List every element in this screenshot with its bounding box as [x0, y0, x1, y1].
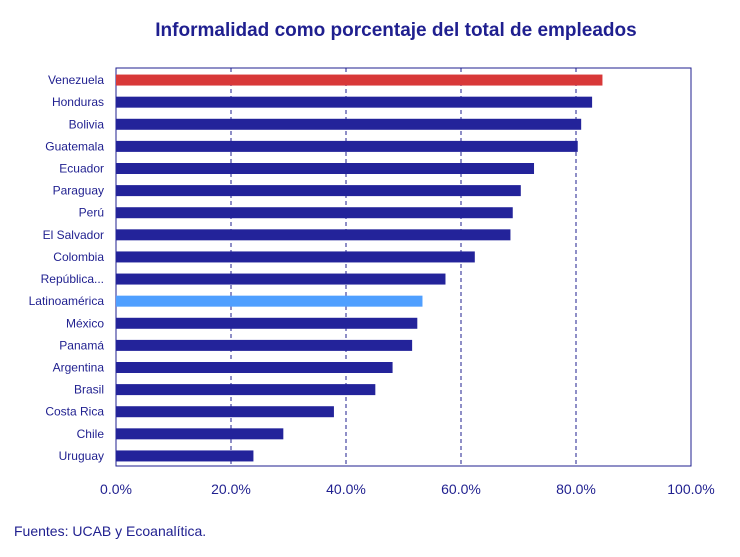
category-label: Brasil	[74, 383, 104, 397]
category-label: Latinoamérica	[29, 294, 105, 308]
bar	[116, 207, 513, 219]
bar	[116, 317, 418, 329]
bar	[116, 74, 603, 86]
bar	[116, 118, 582, 130]
bar	[116, 362, 393, 373]
bar-chart: Venezuela Honduras Bolivia Guatemala Ecuador…	[29, 67, 715, 497]
category-label: El Salvador	[43, 228, 104, 242]
x-tick-label: 80.0%	[556, 481, 596, 497]
category-labels: Venezuela Honduras Bolivia Guatemala Ecuador…	[29, 73, 105, 463]
category-label: República...	[41, 272, 104, 286]
source-note: Fuentes: UCAB y Ecoanalítica.	[14, 523, 207, 539]
x-tick-label: 0.0%	[100, 481, 132, 497]
x-tick-label: 100.0%	[667, 481, 714, 497]
category-label: Guatemala	[45, 139, 104, 153]
category-label: México	[66, 316, 104, 330]
x-tick-label: 60.0%	[441, 481, 481, 497]
gridlines	[230, 68, 577, 466]
bar	[116, 450, 254, 462]
category-label: Argentina	[53, 361, 105, 375]
bar	[116, 384, 376, 396]
category-label: Uruguay	[59, 449, 104, 463]
bar	[116, 96, 593, 108]
bar	[116, 163, 535, 174]
category-label: Ecuador	[59, 162, 104, 176]
chart-title: Informalidad como porcentaje del total d…	[155, 20, 637, 41]
category-label: Colombia	[53, 250, 104, 264]
bar	[116, 406, 334, 418]
x-tick-labels: 0.0% 20.0% 40.0% 60.0% 80.0% 100.0%	[100, 481, 715, 497]
bar	[116, 273, 446, 285]
bar	[116, 185, 521, 197]
category-label: Bolivia	[69, 117, 105, 131]
bar	[116, 339, 413, 351]
bar	[116, 251, 475, 263]
category-label: Panamá	[59, 338, 104, 352]
category-label: Paraguay	[53, 184, 104, 198]
bar	[116, 140, 578, 152]
category-label: Chile	[77, 427, 105, 441]
plot-area-frame	[115, 67, 692, 467]
bar	[116, 295, 423, 307]
category-label: Costa Rica	[45, 405, 104, 419]
bar	[116, 229, 511, 241]
category-label: Venezuela	[48, 73, 104, 87]
category-label: Perú	[79, 206, 104, 220]
x-tick-label: 20.0%	[211, 481, 251, 497]
x-tick-label: 40.0%	[326, 481, 366, 497]
bars	[116, 74, 603, 462]
bar	[116, 428, 284, 440]
category-label: Honduras	[52, 95, 104, 109]
